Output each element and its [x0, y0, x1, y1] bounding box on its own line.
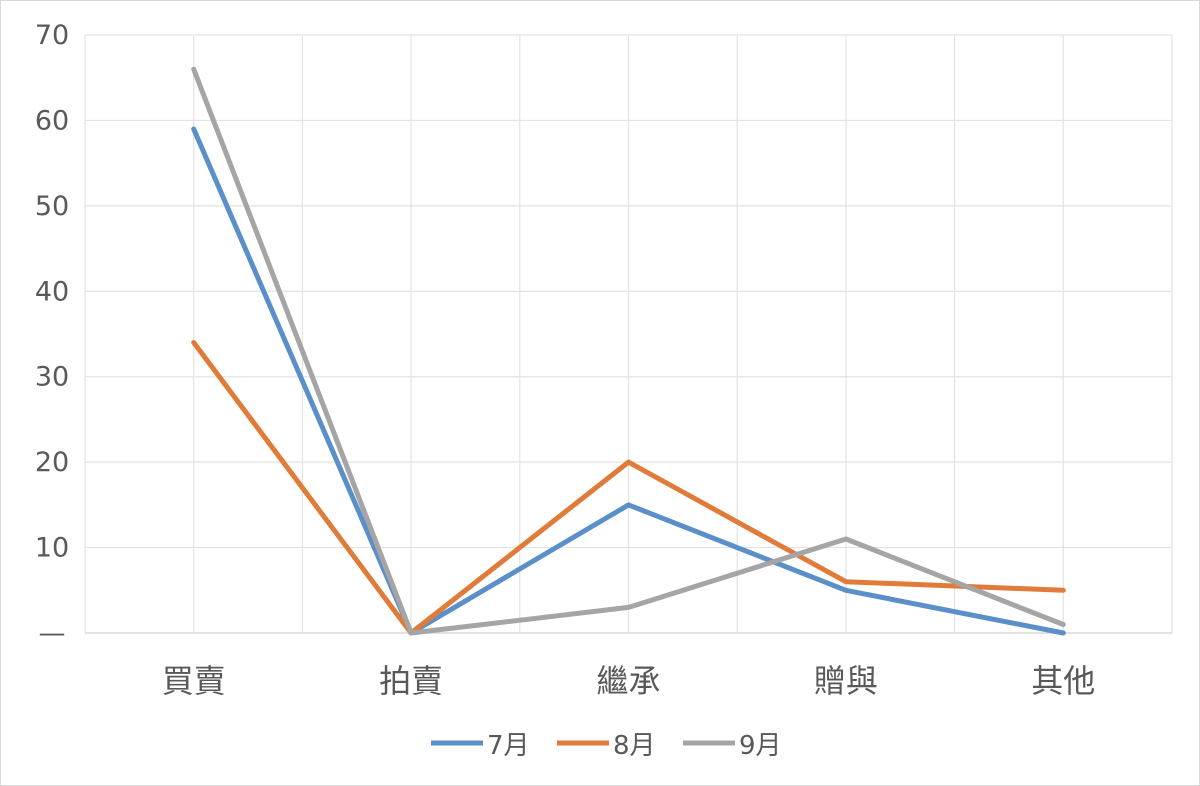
x-axis-ticks: 買賣 拍賣 繼承 贈與 其他 [162, 662, 1096, 700]
y-tick-label: 70 [35, 20, 69, 51]
legend: 7月 8月 9月 [431, 731, 782, 761]
legend-label: 8月 [613, 731, 656, 761]
y-tick-label: 60 [35, 105, 69, 136]
legend-label: 7月 [487, 731, 530, 761]
series-line-1 [191, 126, 1066, 636]
y-axis-ticks: — 10 20 30 40 50 60 70 [35, 20, 69, 649]
x-tick-label: 贈與 [814, 662, 878, 700]
gridlines [84, 34, 1173, 634]
x-tick-label: 買賣 [162, 662, 226, 700]
y-tick-label: 20 [35, 447, 69, 478]
y-tick-label: — [39, 618, 66, 649]
y-tick-label: 30 [35, 362, 69, 393]
x-tick-label: 繼承 [596, 662, 660, 700]
series-lines [191, 66, 1066, 636]
x-tick-label: 拍賣 [379, 662, 443, 700]
legend-label: 9月 [739, 731, 782, 761]
y-tick-label: 50 [35, 191, 69, 222]
y-tick-label: 10 [35, 533, 69, 564]
x-tick-label: 其他 [1031, 662, 1095, 700]
series-line-3 [191, 66, 1066, 636]
series-line-2 [191, 340, 1066, 636]
y-tick-label: 40 [35, 276, 69, 307]
